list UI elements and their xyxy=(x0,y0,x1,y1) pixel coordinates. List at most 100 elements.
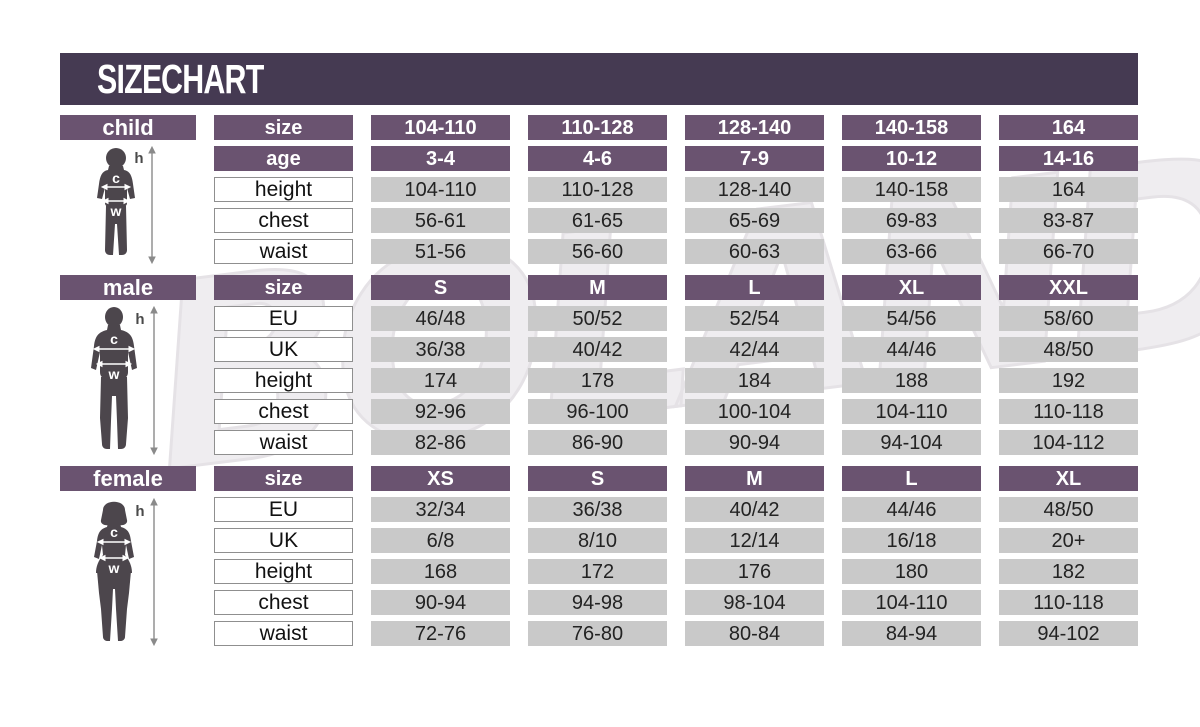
value-cell: 110-118 xyxy=(999,399,1138,424)
value-cell: 60-63 xyxy=(685,239,824,264)
size-chart: SIZE CHART child h c w size 104-110 110-12… xyxy=(60,53,1138,646)
section-female: female h c w size XS S M L XL EU 32/34 36/38 40/4… xyxy=(60,466,1138,646)
section-label-female: female xyxy=(60,466,196,491)
size-header-cell: S xyxy=(371,275,510,300)
row-label-size: size xyxy=(214,466,353,491)
row-label-waist: waist xyxy=(214,621,353,646)
value-cell: 46/48 xyxy=(371,306,510,331)
value-cell: 56-61 xyxy=(371,208,510,233)
male-figure-svg: h c w xyxy=(91,306,158,455)
size-header-cell: 128-140 xyxy=(685,115,824,140)
value-cell: 44/46 xyxy=(842,337,981,362)
value-cell: 66-70 xyxy=(999,239,1138,264)
row-label-height: height xyxy=(214,368,353,393)
value-cell: 192 xyxy=(999,368,1138,393)
male-head xyxy=(105,307,123,327)
height-arrow xyxy=(150,306,158,455)
value-cell: 96-100 xyxy=(528,399,667,424)
chest-arrow xyxy=(100,183,132,191)
chest-marker-label: c xyxy=(112,170,120,186)
value-cell: 63-66 xyxy=(842,239,981,264)
row-label-height: height xyxy=(214,177,353,202)
value-cell: 40/42 xyxy=(685,497,824,522)
value-cell: 58/60 xyxy=(999,306,1138,331)
waist-arrow xyxy=(95,360,133,368)
row-label-chest: chest xyxy=(214,208,353,233)
child-head xyxy=(106,148,126,168)
title-bar: SIZE CHART xyxy=(60,53,1138,105)
value-cell: 90-94 xyxy=(371,590,510,615)
value-cell: 20+ xyxy=(999,528,1138,553)
size-header-cell: XXL xyxy=(999,275,1138,300)
value-cell: 178 xyxy=(528,368,667,393)
size-header-cell: M xyxy=(685,466,824,491)
value-cell: 164 xyxy=(999,177,1138,202)
chest-marker-label: c xyxy=(110,524,118,540)
value-cell: 94-98 xyxy=(528,590,667,615)
value-cell: 94-102 xyxy=(999,621,1138,646)
value-cell: 54/56 xyxy=(842,306,981,331)
value-cell: 184 xyxy=(685,368,824,393)
height-marker-label: h xyxy=(135,311,144,328)
row-label-uk: UK xyxy=(214,337,353,362)
male-legs xyxy=(100,377,128,449)
value-cell: 128-140 xyxy=(685,177,824,202)
value-cell: 69-83 xyxy=(842,208,981,233)
section-male: male h c w size S M L XL XXL EU 46/48 50/52 52/54… xyxy=(60,275,1138,455)
row-label-size: size xyxy=(214,275,353,300)
waist-marker-label: w xyxy=(108,560,120,576)
size-header-cell: L xyxy=(685,275,824,300)
page-title: SIZE CHART xyxy=(97,55,264,102)
value-cell: 92-96 xyxy=(371,399,510,424)
waist-marker-label: w xyxy=(108,366,120,382)
row-label-waist: waist xyxy=(214,430,353,455)
value-cell: 86-90 xyxy=(528,430,667,455)
size-header-cell: 110-128 xyxy=(528,115,667,140)
female-figure-svg: h c w xyxy=(94,497,158,646)
value-cell: 176 xyxy=(685,559,824,584)
row-label-eu: EU xyxy=(214,306,353,331)
value-cell: 76-80 xyxy=(528,621,667,646)
value-cell: 104-110 xyxy=(842,590,981,615)
size-header-cell: 164 xyxy=(999,115,1138,140)
value-cell: 104-112 xyxy=(999,430,1138,455)
value-cell: 51-56 xyxy=(371,239,510,264)
value-cell: 90-94 xyxy=(685,430,824,455)
value-cell: 50/52 xyxy=(528,306,667,331)
size-header-cell: M xyxy=(528,275,667,300)
section-label-male: male xyxy=(60,275,196,300)
height-marker-label: h xyxy=(135,503,144,520)
waist-arrow xyxy=(101,197,131,205)
size-header-cell: XS xyxy=(371,466,510,491)
value-cell: 82-86 xyxy=(371,430,510,455)
value-cell: 140-158 xyxy=(842,177,981,202)
value-cell: 48/50 xyxy=(999,337,1138,362)
value-cell: 174 xyxy=(371,368,510,393)
height-arrow xyxy=(148,146,156,264)
row-label-height: height xyxy=(214,559,353,584)
value-cell: 42/44 xyxy=(685,337,824,362)
size-header-cell: 7-9 xyxy=(685,146,824,171)
value-cell: 104-110 xyxy=(842,399,981,424)
row-label-chest: chest xyxy=(214,590,353,615)
section-label-child: child xyxy=(60,115,196,140)
value-cell: 56-60 xyxy=(528,239,667,264)
value-cell: 98-104 xyxy=(685,590,824,615)
row-label-uk: UK xyxy=(214,528,353,553)
chest-arrow xyxy=(96,538,132,546)
row-label-eu: EU xyxy=(214,497,353,522)
size-header-cell: 3-4 xyxy=(371,146,510,171)
child-silhouette: h c w xyxy=(60,146,196,264)
size-header-cell: 14-16 xyxy=(999,146,1138,171)
value-cell: 104-110 xyxy=(371,177,510,202)
waist-arrow xyxy=(98,554,130,562)
section-child: child h c w size 104-110 110-128 128-140 140… xyxy=(60,115,1138,264)
waist-marker-label: w xyxy=(110,203,122,219)
value-cell: 72-76 xyxy=(371,621,510,646)
male-silhouette: h c w xyxy=(60,306,196,455)
value-cell: 6/8 xyxy=(371,528,510,553)
value-cell: 52/54 xyxy=(685,306,824,331)
value-cell: 16/18 xyxy=(842,528,981,553)
size-header-cell: XL xyxy=(842,275,981,300)
value-cell: 188 xyxy=(842,368,981,393)
